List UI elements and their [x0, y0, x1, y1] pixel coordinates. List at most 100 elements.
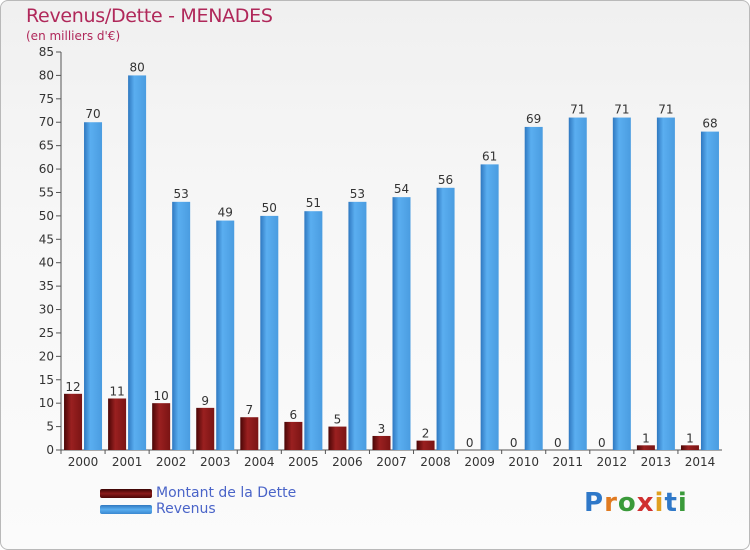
y-tick-label: 80 [39, 68, 54, 82]
data-label-revenus: 70 [85, 107, 100, 121]
data-label-revenus: 56 [438, 173, 453, 187]
x-tick-label: 2007 [376, 455, 407, 469]
data-label-dette: 7 [245, 403, 253, 417]
bar-dette [372, 435, 391, 450]
x-tick-label: 2009 [464, 455, 495, 469]
x-tick-label: 2011 [552, 455, 583, 469]
y-tick-label: 65 [39, 139, 54, 153]
bar-revenus [656, 117, 675, 450]
data-label-dette: 3 [378, 422, 386, 436]
bar-revenus [216, 220, 235, 450]
y-tick-label: 85 [39, 45, 54, 59]
bar-dette [152, 403, 171, 450]
y-tick-label: 15 [39, 373, 54, 387]
legend-label-dette: Montant de la Dette [156, 485, 297, 501]
logo-letter: P [584, 488, 605, 518]
y-tick-label: 55 [39, 185, 54, 199]
data-label-dette: 6 [290, 408, 298, 422]
bar-revenus [392, 197, 411, 450]
bar-revenus [436, 187, 455, 450]
bar-dette [328, 426, 347, 450]
bar-dette [64, 393, 83, 450]
x-tick-label: 2013 [641, 455, 672, 469]
data-label-revenus: 53 [350, 187, 365, 201]
data-label-dette: 1 [642, 431, 650, 445]
data-label-revenus: 50 [262, 201, 277, 215]
y-tick-label: 60 [39, 162, 54, 176]
x-tick-label: 2004 [244, 455, 275, 469]
data-label-revenus: 61 [482, 149, 497, 163]
x-tick-label: 2010 [508, 455, 539, 469]
bar-revenus [568, 117, 587, 450]
data-label-dette: 9 [201, 394, 209, 408]
x-tick-label: 2003 [200, 455, 231, 469]
y-tick-label: 75 [39, 92, 54, 106]
bar-revenus [84, 122, 103, 450]
bars [64, 75, 719, 451]
data-label-revenus: 54 [394, 182, 409, 196]
logo-letter: t [664, 488, 678, 518]
y-tick-label: 25 [39, 326, 54, 340]
y-tick-label: 0 [46, 443, 54, 457]
data-label-revenus: 53 [174, 187, 189, 201]
y-tick-label: 70 [39, 115, 54, 129]
data-label-revenus: 71 [614, 103, 629, 117]
x-tick-label: 2002 [156, 455, 187, 469]
bar-dette [108, 398, 127, 450]
x-tick-label: 2001 [112, 455, 143, 469]
legend-swatch-dette [100, 489, 152, 498]
bar-dette [680, 445, 699, 450]
legend-label-revenus: Revenus [156, 501, 216, 517]
data-label-revenus: 71 [570, 103, 585, 117]
data-label-revenus: 71 [658, 103, 673, 117]
y-tick-label: 30 [39, 303, 54, 317]
data-label-dette: 1 [686, 431, 694, 445]
bar-revenus [260, 215, 279, 450]
x-tick-label: 2005 [288, 455, 319, 469]
legend-swatch-revenus [100, 505, 152, 514]
data-label-dette: 0 [598, 436, 606, 450]
data-label-revenus: 49 [218, 206, 233, 220]
x-tick-label: 2000 [68, 455, 99, 469]
y-tick-label: 5 [46, 420, 54, 434]
bar-revenus [304, 211, 323, 450]
data-label-dette: 10 [154, 389, 169, 403]
x-tick-label: 2006 [332, 455, 363, 469]
y-tick-label: 35 [39, 279, 54, 293]
bar-revenus [348, 201, 367, 450]
x-tick-label: 2014 [685, 455, 716, 469]
data-label-dette: 5 [334, 413, 342, 427]
logo-letter: o [617, 488, 637, 518]
logo-letter: r [604, 488, 618, 518]
y-tick-label: 50 [39, 209, 54, 223]
bar-dette [196, 407, 215, 450]
x-tick-label: 2012 [597, 455, 628, 469]
y-tick-label: 45 [39, 232, 54, 246]
y-tick-label: 10 [39, 396, 54, 410]
y-tick-label: 20 [39, 349, 54, 363]
y-tick-label: 40 [39, 256, 54, 270]
data-label-dette: 0 [554, 436, 562, 450]
logo-letter: i [677, 488, 688, 518]
bar-dette [284, 421, 303, 450]
bar-revenus [128, 75, 147, 450]
data-label-dette: 12 [65, 380, 80, 394]
data-label-revenus: 69 [526, 112, 541, 126]
bar-dette [416, 440, 435, 450]
x-tick-label: 2008 [420, 455, 451, 469]
proxiti-logo: Proxiti [584, 488, 688, 518]
bar-dette [636, 445, 655, 450]
logo-letter: i [654, 488, 665, 518]
bar-revenus [612, 117, 631, 450]
chart-title: Revenus/Dette - MENADES [26, 5, 273, 27]
data-label-revenus: 51 [306, 196, 321, 210]
logo-letter: x [636, 488, 655, 518]
data-label-revenus: 68 [702, 117, 717, 131]
data-label-dette: 0 [466, 436, 474, 450]
data-label-dette: 0 [510, 436, 518, 450]
chart-subtitle: (en milliers d'€) [26, 29, 121, 43]
bar-dette [240, 417, 259, 450]
bar-revenus [524, 126, 543, 450]
